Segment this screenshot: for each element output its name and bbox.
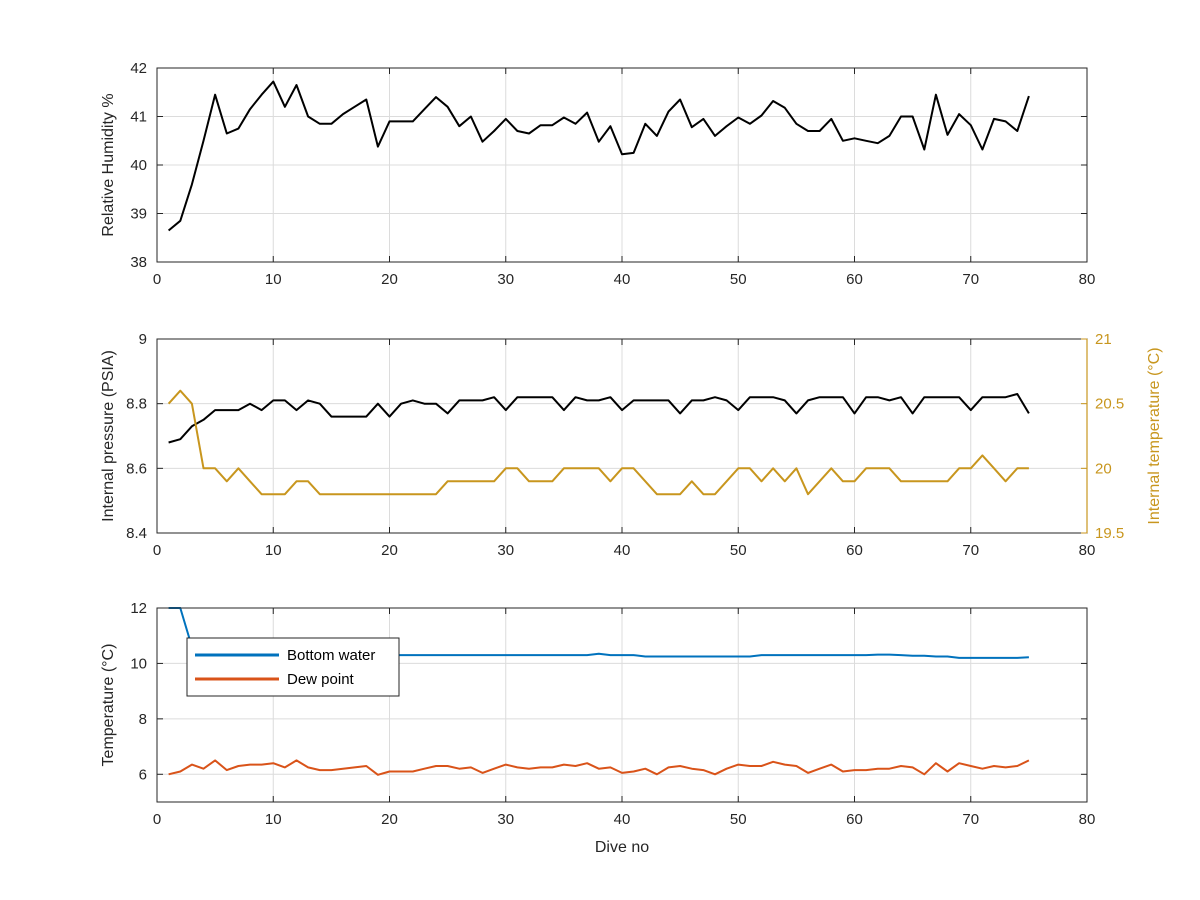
x-tick-label: 60 <box>846 271 863 288</box>
y-tick-label: 39 <box>130 206 147 223</box>
y-axis-label: Relative Humidity % <box>100 93 117 236</box>
series-line-1 <box>168 393 1030 444</box>
legend-box <box>186 637 400 697</box>
y-tick-label-right: 19.5 <box>1095 525 1124 542</box>
x-tick-label: 20 <box>381 542 398 559</box>
y-tick-label: 41 <box>130 109 147 126</box>
series-line-2 <box>167 389 1029 496</box>
x-tick-label: 40 <box>614 271 631 288</box>
x-tick-label: 50 <box>730 271 747 288</box>
x-tick-label: 30 <box>497 542 514 559</box>
x-tick-label: 40 <box>614 542 631 559</box>
series-line-dew-point <box>168 759 1030 776</box>
y-tick-label: 8.6 <box>126 460 147 477</box>
x-tick-label: 60 <box>846 811 863 828</box>
x-tick-label: 20 <box>381 271 398 288</box>
y-axis-label-right: Internal temperature (°C) <box>1146 347 1163 524</box>
x-tick-label: 80 <box>1079 811 1096 828</box>
x-tick-label: 70 <box>962 271 979 288</box>
x-tick-label: 0 <box>153 542 161 559</box>
y-axis-label: Temperature (°C) <box>100 644 117 767</box>
x-tick-label: 20 <box>381 811 398 828</box>
x-tick-label: 50 <box>730 542 747 559</box>
x-tick-label: 50 <box>730 811 747 828</box>
y-tick-label: 12 <box>130 600 147 617</box>
x-tick-label: 70 <box>962 542 979 559</box>
x-tick-label: 70 <box>962 811 979 828</box>
x-tick-label: 30 <box>497 811 514 828</box>
legend-entry: Dew point <box>287 671 355 688</box>
y-tick-label-right: 20 <box>1095 460 1112 477</box>
legend-entry: Bottom water <box>287 647 375 664</box>
y-tick-label-right: 21 <box>1095 331 1112 348</box>
y-tick-label: 8.8 <box>126 396 147 413</box>
x-tick-label: 0 <box>153 271 161 288</box>
y-tick-label: 8 <box>139 711 147 728</box>
y-tick-label: 38 <box>130 254 147 271</box>
series-line-1 <box>167 80 1030 232</box>
y-tick-label: 9 <box>139 331 147 348</box>
x-tick-label: 10 <box>265 542 282 559</box>
y-tick-label: 42 <box>130 60 147 77</box>
x-tick-label: 80 <box>1079 542 1096 559</box>
legend: Bottom water Dew point <box>186 637 400 697</box>
x-tick-label: 0 <box>153 811 161 828</box>
chart-panel-1: 0 10 20 30 40 50 60 70 80 38 39 40 41 42 Relative Humi… <box>100 60 1095 288</box>
x-tick-label: 40 <box>614 811 631 828</box>
x-tick-label: 10 <box>265 811 282 828</box>
y-tick-label: 6 <box>139 766 147 783</box>
y-tick-label-right: 20.5 <box>1095 396 1124 413</box>
chart-panel-2: 0 10 20 30 40 50 60 70 80 8.4 8.6 8.8 9 19.5 20 20.5 21 I… <box>100 331 1163 559</box>
y-tick-label: 10 <box>130 655 147 672</box>
y-tick-label: 40 <box>130 157 147 174</box>
x-tick-label: 80 <box>1079 271 1096 288</box>
x-axis-label: Dive no <box>595 839 649 856</box>
y-axis-label: Internal pressure (PSIA) <box>100 350 117 522</box>
x-tick-label: 60 <box>846 542 863 559</box>
chart-panel-3: 0 10 20 30 40 50 60 70 80 6 8 10 12 Temperature (°C) D… <box>100 600 1095 856</box>
y-tick-label: 8.4 <box>126 525 147 542</box>
x-tick-label: 30 <box>497 271 514 288</box>
x-tick-label: 10 <box>265 271 282 288</box>
